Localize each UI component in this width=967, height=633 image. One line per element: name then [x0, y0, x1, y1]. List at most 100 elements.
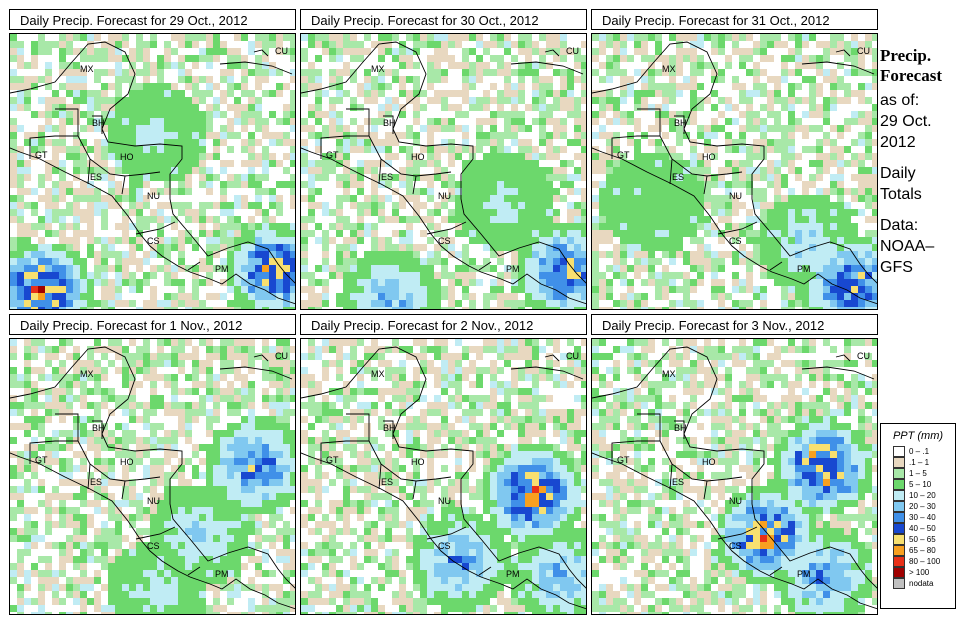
- precip-grid: MX BH GT HO ES NU CS PM CU: [592, 339, 877, 614]
- country-label: CS: [729, 541, 742, 551]
- legend-item: 30 – 40: [893, 512, 955, 523]
- legend-swatch: [893, 512, 905, 523]
- country-label: CU: [857, 351, 870, 361]
- panel-title: Daily Precip. Forecast for 3 Nov., 2012: [591, 314, 878, 335]
- country-label: HO: [411, 457, 425, 467]
- country-label: MX: [371, 369, 385, 379]
- country-label: MX: [371, 64, 385, 74]
- coastlines: [592, 41, 877, 305]
- legend-label: 65 – 80: [909, 546, 936, 555]
- precip-cells: [10, 339, 295, 614]
- precip-cells: [10, 34, 295, 309]
- legend-label: 0 – .1: [909, 447, 930, 456]
- legend-swatch: [893, 556, 905, 567]
- country-label: BH: [383, 118, 396, 128]
- country-label: PM: [797, 569, 811, 579]
- precip-grid: MX BH GT HO ES NU CS PM CU: [10, 339, 295, 614]
- legend-label: 50 – 65: [909, 535, 936, 544]
- precip-legend: PPT (mm) 0 – .1 .1 – 1 1 – 5 5 – 10 10 – 20 2…: [880, 423, 956, 609]
- legend-swatch: [893, 545, 905, 556]
- info-title-line1: Precip.: [880, 46, 932, 65]
- info-data-model: GFS: [880, 259, 913, 276]
- precip-map: MX BH GT HO ES NU CS PM CU: [9, 338, 296, 615]
- country-label: CU: [857, 46, 870, 56]
- info-date: 29 Oct.: [880, 113, 932, 130]
- country-label: CS: [438, 541, 451, 551]
- country-label: PM: [797, 264, 811, 274]
- country-label: GT: [35, 150, 48, 160]
- country-label: CU: [275, 351, 288, 361]
- country-label: ES: [381, 172, 393, 182]
- country-label: ES: [381, 477, 393, 487]
- legend-label: 5 – 10: [909, 480, 932, 489]
- precip-cells: [592, 339, 877, 614]
- country-label: MX: [80, 64, 94, 74]
- legend-swatch: [893, 479, 905, 490]
- panel-title: Daily Precip. Forecast for 30 Oct., 2012: [300, 9, 587, 30]
- country-label: NU: [438, 496, 451, 506]
- legend-title: PPT (mm): [892, 430, 944, 442]
- country-label: ES: [90, 172, 102, 182]
- precip-grid: MX BH GT HO ES NU CS PM CU: [10, 34, 295, 309]
- precip-map: MX BH GT HO ES NU CS PM CU: [300, 33, 587, 310]
- country-label: MX: [662, 64, 676, 74]
- precip-map: MX BH GT HO ES NU CS PM CU: [9, 33, 296, 310]
- country-label: CU: [275, 46, 288, 56]
- legend-swatch: [893, 567, 905, 578]
- country-label: GT: [35, 455, 48, 465]
- precip-cells: [301, 339, 586, 614]
- legend-swatch: [893, 578, 905, 589]
- legend-swatch: [893, 501, 905, 512]
- country-label: BH: [92, 423, 105, 433]
- panel-title: Daily Precip. Forecast for 2 Nov., 2012: [300, 314, 587, 335]
- country-label: GT: [617, 150, 630, 160]
- legend-label: > 100: [909, 568, 930, 577]
- legend-item: 0 – .1: [893, 446, 955, 457]
- precip-cells: [301, 34, 586, 309]
- precip-map: MX BH GT HO ES NU CS PM CU: [300, 338, 587, 615]
- legend-swatch: [893, 534, 905, 545]
- info-data-label: Data:: [880, 217, 919, 234]
- legend-label: 80 – 100: [909, 557, 941, 566]
- legend-swatch: [893, 468, 905, 479]
- country-label: BH: [674, 118, 687, 128]
- info-year: 2012: [880, 134, 916, 151]
- country-label: PM: [506, 569, 520, 579]
- country-label: HO: [702, 152, 716, 162]
- legend-item: 40 – 50: [893, 523, 955, 534]
- coastlines: [10, 41, 295, 305]
- country-label: NU: [729, 496, 742, 506]
- coastlines: [301, 346, 586, 610]
- country-label: CS: [147, 236, 160, 246]
- legend-label: 20 – 30: [909, 502, 936, 511]
- legend-item: 50 – 65: [893, 534, 955, 545]
- legend-swatch: [893, 523, 905, 534]
- country-label: ES: [672, 172, 684, 182]
- country-label: CS: [438, 236, 451, 246]
- info-asof: as of:: [880, 92, 920, 109]
- coastlines: [592, 346, 877, 610]
- precip-cells: [592, 34, 877, 309]
- legend-label: 40 – 50: [909, 524, 936, 533]
- legend-item: 20 – 30: [893, 501, 955, 512]
- legend-item: 5 – 10: [893, 479, 955, 490]
- precip-map: MX BH GT HO ES NU CS PM CU: [591, 338, 878, 615]
- country-label: CS: [729, 236, 742, 246]
- country-label: GT: [326, 150, 339, 160]
- panel-title: Daily Precip. Forecast for 1 Nov., 2012: [9, 314, 296, 335]
- country-label: GT: [617, 455, 630, 465]
- country-label: CS: [147, 541, 160, 551]
- legend-label: nodata: [909, 579, 934, 588]
- coastlines: [10, 346, 295, 610]
- legend-item: 65 – 80: [893, 545, 955, 556]
- legend-swatch: [893, 490, 905, 501]
- country-label: HO: [120, 457, 134, 467]
- country-label: BH: [674, 423, 687, 433]
- country-label: HO: [120, 152, 134, 162]
- legend-item: .1 – 1: [893, 457, 955, 468]
- country-label: NU: [729, 191, 742, 201]
- info-data-source: NOAA–: [880, 238, 935, 255]
- legend-label: 10 – 20: [909, 491, 936, 500]
- precip-grid: MX BH GT HO ES NU CS PM CU: [301, 339, 586, 614]
- country-label: GT: [326, 455, 339, 465]
